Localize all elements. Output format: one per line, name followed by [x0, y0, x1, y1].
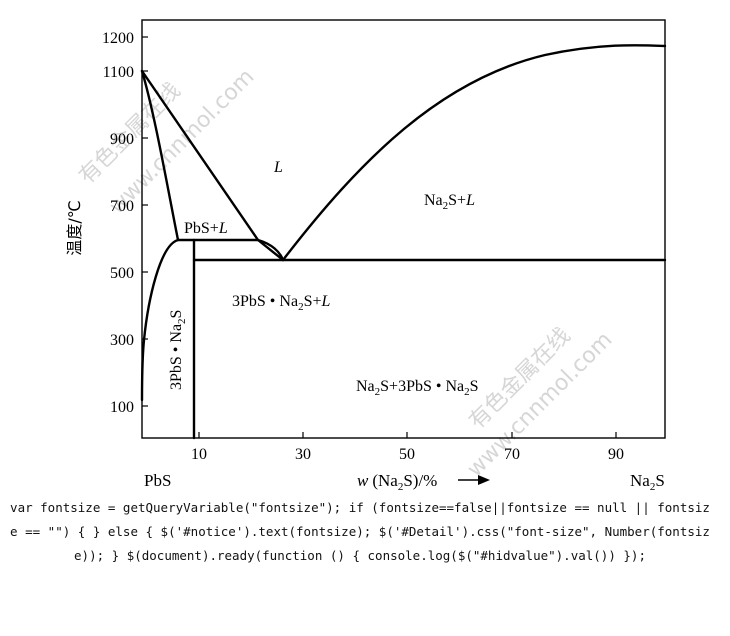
endpoint-na2s-tail: S	[655, 471, 664, 490]
solvus-curve	[140, 238, 180, 402]
y-axis-ticks	[142, 36, 148, 407]
y-tick-1100: 1100	[103, 64, 134, 81]
x-tick-labels: 10 30 50 70 90	[191, 446, 624, 463]
x-tick-70: 70	[504, 446, 520, 463]
y-tick-900: 900	[110, 131, 134, 148]
region-na2s-compound-b: S+3PbS • Na	[380, 378, 464, 395]
y-tick-labels: 1200 1100 900 700 500 300 100	[102, 30, 134, 416]
endpoint-na2s-sub: 2	[650, 481, 656, 490]
x-axis-title-sub: 2	[398, 481, 404, 490]
x-tick-10: 10	[191, 446, 207, 463]
x-axis-title: w (Na2S)/%	[357, 471, 437, 490]
watermark-top: 有色金属在线 www.cnnmol.com	[75, 64, 260, 219]
region-compound-vertical-a: 3PbS • Na	[168, 324, 185, 390]
region-na2s-l-italic: L	[465, 192, 475, 209]
region-na2s-l-sub: 2	[443, 200, 449, 212]
region-label-na2s-compound: Na2S+3PbS • Na2S	[356, 378, 479, 398]
region-na2s-compound-sub1: 2	[375, 386, 381, 398]
endpoint-label-na2s: Na2S	[630, 471, 665, 490]
endpoint-na2s-base: Na	[630, 471, 650, 490]
x-tick-50: 50	[399, 446, 415, 463]
y-axis-title: 温度/℃	[65, 200, 84, 255]
region-pbs-l-italic: L	[218, 220, 228, 237]
region-na2s-compound-sub2: 2	[464, 386, 470, 398]
region-pbs-l-text: PbS+	[184, 220, 219, 237]
region-compound-vertical-sub: 2	[176, 318, 188, 324]
x-tick-30: 30	[295, 446, 311, 463]
region-compound-l-sub: 2	[298, 301, 304, 313]
watermark-bottom: 有色金属在线 www.cnnmol.com	[463, 323, 618, 482]
region-label-pbs-l: PbS+L	[184, 220, 228, 237]
x-axis-title-body: (Na	[372, 471, 398, 490]
region-label-compound-vertical: 3PbS • Na2S	[168, 310, 188, 390]
region-na2s-l-a: Na	[424, 192, 443, 209]
eutectic-arc	[256, 238, 285, 262]
liquidus-na2s-side	[281, 44, 667, 262]
solidus-pbs-side	[140, 69, 180, 242]
region-compound-l-italic: L	[320, 293, 330, 310]
region-na2s-l-b: S+	[448, 192, 466, 209]
region-compound-l-a: 3PbS • Na	[232, 293, 298, 310]
x-axis-ticks	[198, 432, 617, 438]
region-na2s-compound-c: S	[470, 378, 479, 395]
x-axis-title-suffix: S)/%	[403, 471, 437, 490]
phase-boundaries	[140, 44, 667, 440]
x-axis-arrow-icon	[458, 475, 490, 485]
y-tick-500: 500	[110, 265, 134, 282]
x-tick-90: 90	[608, 446, 624, 463]
region-label-compound-l: 3PbS • Na2S+L	[232, 293, 330, 313]
y-tick-300: 300	[110, 332, 134, 349]
endpoint-label-pbs: PbS	[144, 471, 171, 490]
region-compound-vertical-b: S	[168, 310, 185, 319]
y-tick-1200: 1200	[102, 30, 134, 47]
y-tick-700: 700	[110, 198, 134, 215]
x-axis-title-w: w	[357, 471, 369, 490]
phase-diagram: 有色金属在线 www.cnnmol.com 有色金属在线 www.cnnmol.…	[65, 19, 667, 490]
page-script-text: var fontsize = getQueryVariable("fontsiz…	[10, 500, 710, 563]
region-label-na2s-l: Na2S+L	[424, 192, 475, 212]
region-compound-l-b: S+	[304, 293, 322, 310]
y-tick-100: 100	[110, 399, 134, 416]
region-label-liquid: L	[273, 159, 283, 176]
region-na2s-compound-a: Na	[356, 378, 375, 395]
plot-frame	[141, 19, 666, 439]
